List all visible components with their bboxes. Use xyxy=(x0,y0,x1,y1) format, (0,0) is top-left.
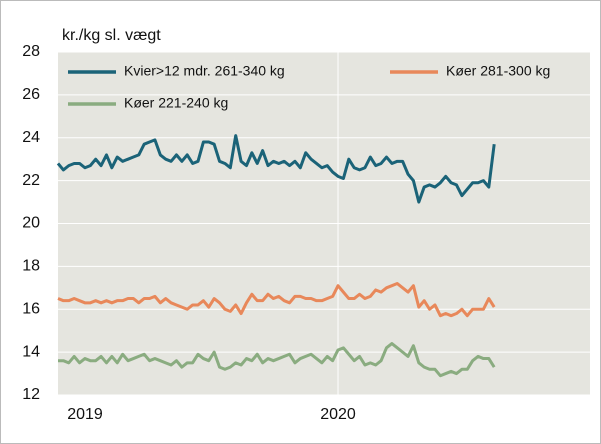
legend-label: Kvier>12 mdr. 261-340 kg xyxy=(124,63,285,79)
y-tick-label: 14 xyxy=(22,343,40,360)
y-tick-label: 12 xyxy=(22,386,40,403)
legend-label: Køer 221-240 kg xyxy=(124,95,228,111)
y-tick-label: 26 xyxy=(22,86,40,103)
y-tick-label: 16 xyxy=(22,300,40,317)
y-tick-label: 22 xyxy=(22,172,40,189)
line xyxy=(57,282,496,318)
y-tick-label: 24 xyxy=(22,129,40,146)
x-tick-label: 2019 xyxy=(67,406,103,423)
y-axis-label: kr./kg sl. vægt xyxy=(62,27,161,44)
y-tick-label: 20 xyxy=(22,215,40,232)
y-tick-label: 18 xyxy=(22,258,40,275)
line xyxy=(56,134,496,204)
legend-label: Køer 281-300 kg xyxy=(446,63,550,79)
y-tick-label: 28 xyxy=(22,43,40,60)
x-tick-label: 2020 xyxy=(320,406,356,423)
line xyxy=(58,342,496,378)
